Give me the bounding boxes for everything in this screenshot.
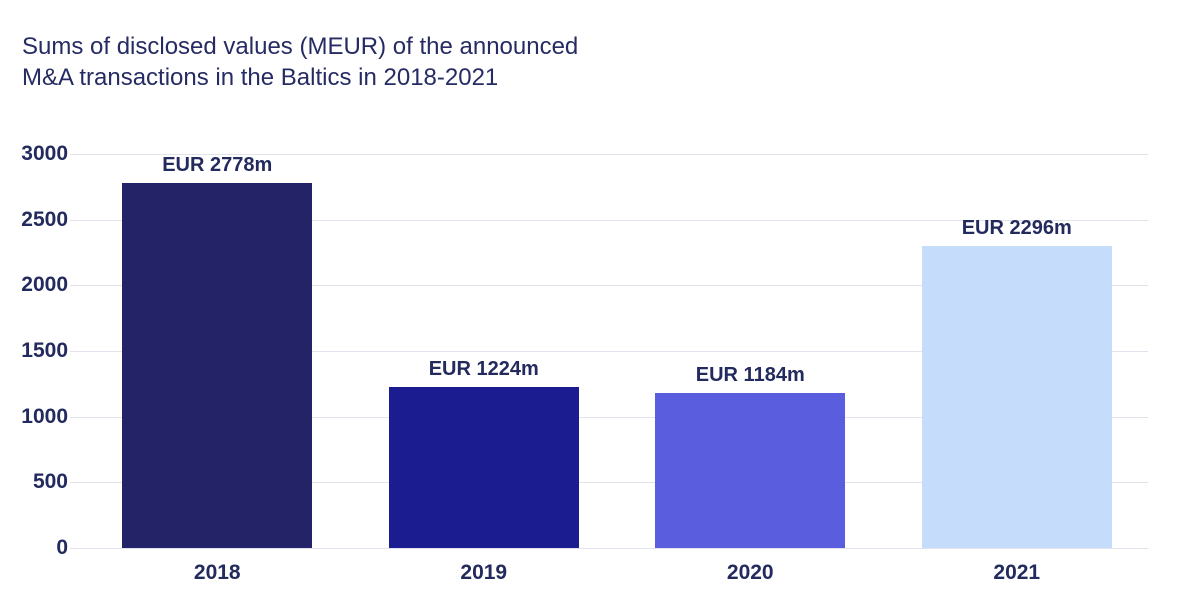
y-axis-label-1500: 1500 — [21, 339, 68, 362]
x-axis-label-2019: 2019 — [460, 561, 508, 584]
y-axis-label-3000: 3000 — [21, 142, 68, 165]
bar-2020 — [655, 392, 846, 548]
bar-2018 — [122, 183, 313, 548]
x-axis-label-2020: 2020 — [726, 561, 774, 584]
bar-2021 — [921, 246, 1112, 548]
gridline-2500 — [70, 219, 1148, 221]
x-axis-label-2021: 2021 — [993, 561, 1041, 584]
gridline-0 — [70, 548, 1148, 549]
gridline-500 — [70, 482, 1148, 484]
chart-title-line-1: Sums of disclosed values (MEUR) of the a… — [22, 33, 579, 60]
y-axis-label-500: 500 — [32, 470, 68, 494]
bar-value-label-2018: EUR 2778m — [162, 154, 273, 177]
y-axis-label-2000: 2000 — [21, 273, 68, 297]
y-axis-label-2500: 2500 — [21, 207, 68, 231]
chart-title-line-2: M&A transactions in the Baltics in 2018-… — [22, 64, 499, 91]
bar-value-label-2021: EUR 2296m — [961, 217, 1072, 240]
x-axis-label-2018: 2018 — [193, 561, 241, 584]
gridline-1500 — [70, 351, 1148, 352]
gridline-2000 — [70, 285, 1148, 287]
gridline-1000 — [70, 416, 1148, 418]
y-axis-label-0: 0 — [56, 536, 68, 559]
gridline-3000 — [70, 154, 1148, 155]
bar-value-label-2019: EUR 1224m — [428, 358, 539, 381]
y-axis-label-1000: 1000 — [21, 404, 68, 428]
bar-value-label-2020: EUR 1184m — [695, 363, 805, 386]
chart-title: Sums of disclosed values (MEUR) of the a… — [22, 31, 578, 93]
bar-2019 — [388, 387, 579, 548]
